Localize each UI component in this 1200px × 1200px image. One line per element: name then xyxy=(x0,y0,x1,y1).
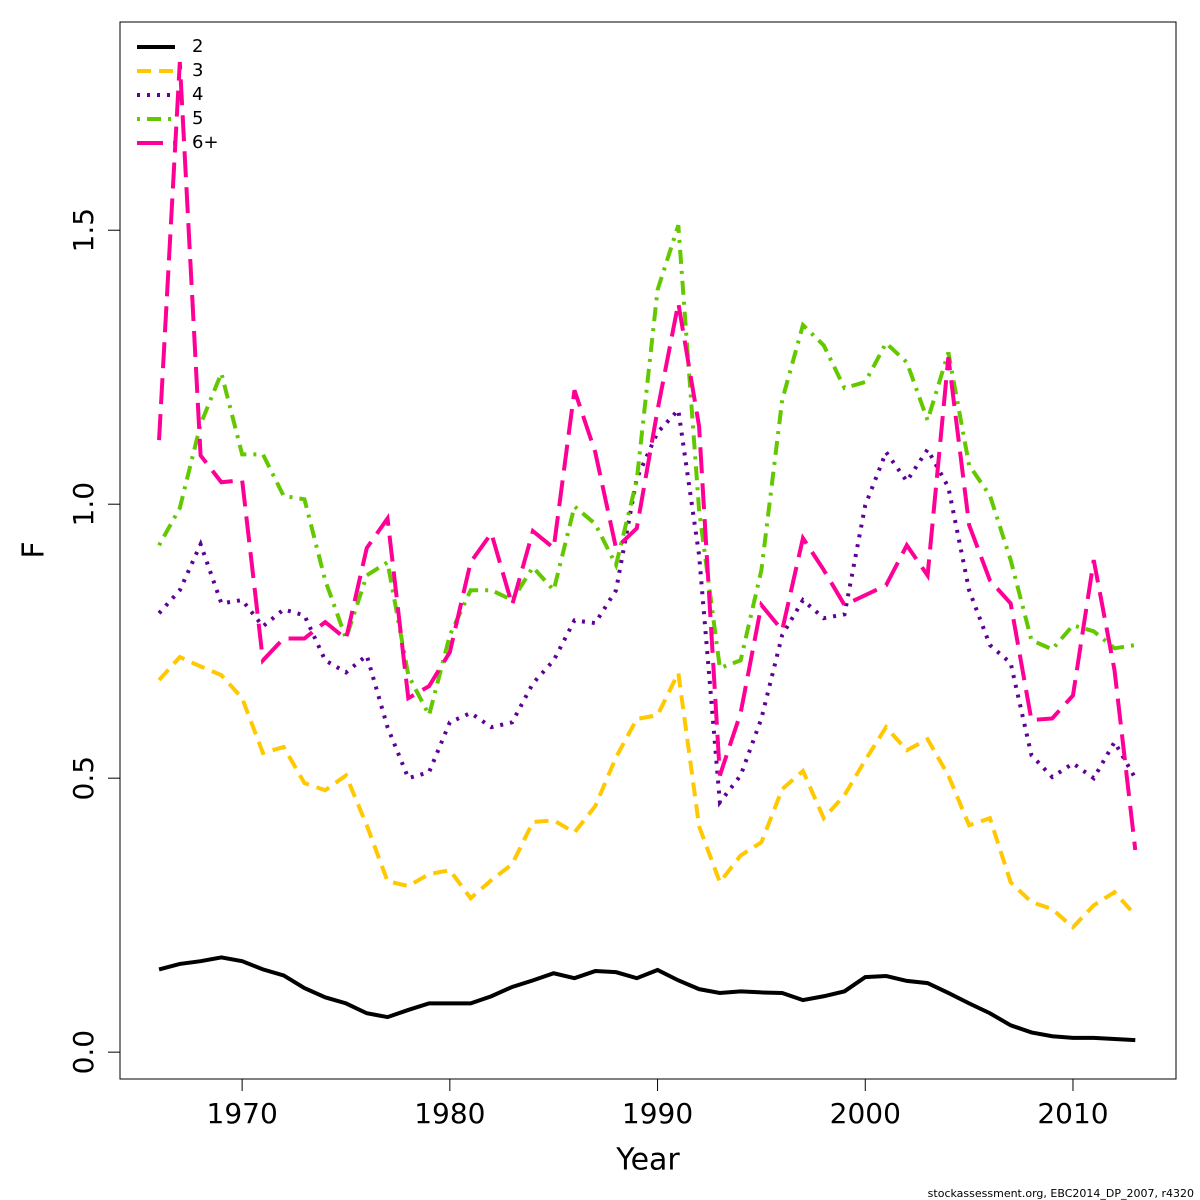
legend-label: 2 xyxy=(192,36,203,57)
y-tick-label: 1.0 xyxy=(67,482,100,527)
x-tick-label: 2000 xyxy=(830,1097,901,1130)
series-line xyxy=(157,61,1138,851)
series-line xyxy=(157,405,1138,808)
x-tick-label: 1970 xyxy=(207,1097,278,1130)
series-line xyxy=(157,654,1137,930)
legend-label: 4 xyxy=(192,84,203,105)
x-axis-label: Year xyxy=(615,1143,680,1178)
y-tick-label: 1.5 xyxy=(67,208,100,253)
x-tick-label: 1990 xyxy=(622,1097,693,1130)
y-tick-label: 0.5 xyxy=(67,756,100,801)
footnote: stockassessment.org, EBC2014_DP_2007, r4… xyxy=(928,1187,1194,1200)
y-axis-label: F xyxy=(17,541,52,558)
series-line xyxy=(158,955,1136,1043)
series-line xyxy=(157,224,1136,721)
x-tick-label: 2010 xyxy=(1037,1097,1108,1130)
legend-label: 3 xyxy=(192,60,203,81)
legend-label: 6+ xyxy=(192,132,219,153)
legend-label: 5 xyxy=(192,108,203,129)
plot-frame xyxy=(119,21,1177,1080)
x-tick-label: 1980 xyxy=(414,1097,485,1130)
y-tick-label: 0.0 xyxy=(67,1030,100,1075)
